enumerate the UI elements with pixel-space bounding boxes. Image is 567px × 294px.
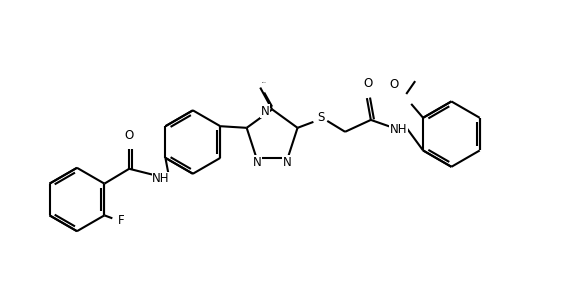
Text: NH: NH bbox=[390, 123, 407, 136]
Text: N: N bbox=[282, 156, 291, 169]
Text: N: N bbox=[253, 156, 262, 169]
Text: S: S bbox=[318, 111, 325, 124]
Text: methyl: methyl bbox=[262, 81, 266, 83]
Text: methyl: methyl bbox=[266, 86, 271, 88]
Text: NH: NH bbox=[152, 172, 170, 185]
Text: O: O bbox=[363, 77, 373, 90]
Text: O: O bbox=[125, 129, 134, 142]
Text: N: N bbox=[260, 105, 269, 118]
Text: O: O bbox=[389, 78, 399, 91]
Text: F: F bbox=[119, 214, 125, 227]
